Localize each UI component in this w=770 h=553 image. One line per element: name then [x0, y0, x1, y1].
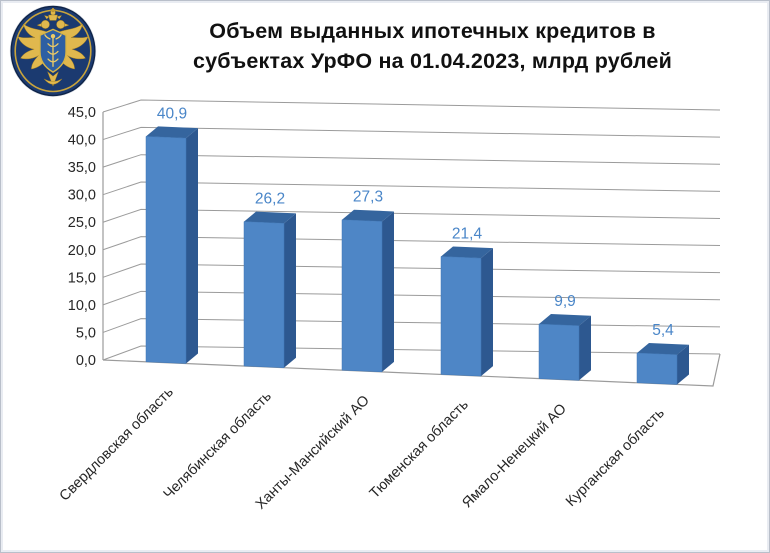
bar-side-face	[382, 211, 394, 372]
floor-outline	[102, 353, 721, 387]
bar-side-face	[481, 248, 493, 377]
bar-top-face	[441, 246, 493, 259]
y-axis-tick-label: 15,0	[68, 270, 96, 286]
category-label: Курганская область	[563, 405, 668, 510]
bar-top-face	[342, 209, 394, 222]
y-axis-tick-label: 10,0	[68, 298, 96, 314]
category-label: Ямало-Ненецкий АО	[459, 401, 569, 511]
bar-3	[440, 246, 493, 377]
y-axis-tick-label: 20,0	[68, 243, 96, 259]
bar-side-face	[677, 344, 689, 385]
bar-1	[243, 211, 296, 368]
gridline	[102, 208, 721, 223]
y-axis-tick-label: 5,0	[76, 325, 96, 341]
y-axis-tick-label: 40,0	[68, 133, 96, 149]
chart-title-line1: Объем выданных ипотечных кредитов в	[209, 19, 656, 43]
bar-value-label: 26,2	[255, 191, 285, 208]
bar-value-label: 40,9	[157, 105, 187, 122]
category-label: Челябинская область	[161, 388, 275, 502]
bar-2	[341, 209, 394, 373]
bar-front-face	[538, 323, 580, 381]
gridline	[102, 318, 721, 333]
federal-treasury-emblem-icon	[9, 5, 97, 97]
bar-value-label: 27,3	[353, 189, 383, 206]
bar-value-label: 9,9	[554, 293, 576, 310]
y-axis-tick-label: 0,0	[76, 353, 96, 369]
chart-title-line2: субъектах УрФО на 01.04.2023, млрд рубле…	[192, 49, 672, 73]
gridline	[102, 99, 721, 113]
gridline	[102, 263, 721, 278]
bar-side-face	[284, 213, 296, 368]
y-axis-tick-label: 30,0	[68, 188, 96, 204]
bar-front-face	[243, 221, 285, 368]
bar-front-face	[440, 256, 482, 377]
bar-top-face	[244, 211, 296, 224]
gridline	[102, 154, 721, 168]
bar-top-face	[146, 126, 198, 139]
caduceus-icon	[44, 33, 62, 67]
gridline	[102, 345, 721, 361]
bar-value-label: 21,4	[452, 225, 483, 242]
bar-front-face	[145, 136, 187, 364]
gridline	[102, 236, 721, 251]
bar-front-face	[341, 219, 383, 373]
y-axis-tick-label: 45,0	[68, 105, 96, 121]
bar-0	[145, 126, 198, 364]
y-axis-tick-label: 35,0	[68, 160, 96, 176]
y-axis-tick-label: 25,0	[68, 215, 96, 231]
bar-front-face	[636, 352, 678, 385]
chart-title: Объем выданных ипотечных кредитов в субъ…	[110, 16, 755, 76]
gridline	[102, 290, 721, 306]
bar-top-face	[637, 343, 689, 355]
bar-4	[538, 314, 591, 381]
category-label: Ханты-Мансийский АО	[253, 393, 373, 513]
bar-side-face	[186, 128, 198, 364]
category-label: Тюменская область	[367, 397, 472, 502]
gridline	[102, 181, 721, 196]
bar-top-face	[539, 314, 591, 326]
bar-side-face	[579, 315, 591, 381]
bar-value-label: 5,4	[652, 322, 674, 339]
bar-5	[636, 343, 689, 385]
gridline	[102, 126, 721, 141]
category-label: Свердловская область	[57, 384, 177, 504]
